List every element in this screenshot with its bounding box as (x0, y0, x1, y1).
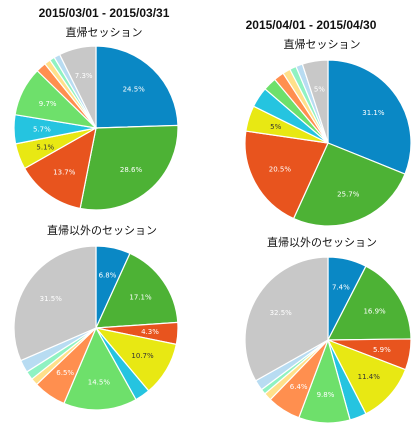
slice-label: 5% (270, 123, 281, 131)
slice-label: 6.4% (290, 383, 308, 391)
pie-chart-1: 直帰セッション 24.5% 28.6% 13.7% 5.1% 5.7% 9.7% 7.3% (13, 25, 179, 211)
pie-slice (95, 252, 179, 329)
slice-label: 16.9% (363, 308, 386, 316)
pie-slice (244, 256, 329, 382)
pie-chart-2: 直帰セッション 31.1% 25.7% 20.5% 5% 5% (244, 37, 412, 227)
pie-slice (327, 265, 412, 341)
pie-title: 直帰セッション (66, 25, 143, 39)
pie-slice (23, 126, 97, 210)
pie-slice (79, 124, 179, 211)
slice-label: 28.6% (120, 166, 143, 174)
pie-chart-4: 直帰以外のセッション 7.4% 16.9% 5.9% 11.4% 9.8% 6.4% 32.5… (244, 235, 412, 424)
pie-slice (95, 45, 179, 129)
slice-label: 7.4% (332, 283, 350, 291)
slice-label: 32.5% (270, 309, 293, 317)
slice-label: 24.5% (123, 86, 146, 94)
right-period-header: 2015/04/01 - 2015/04/30 (245, 18, 377, 32)
slice-label: 10.7% (131, 352, 154, 360)
pie-slice (244, 130, 329, 220)
pie-slice (292, 142, 406, 227)
slice-label: 5.1% (36, 143, 54, 151)
pie-slice (63, 326, 137, 411)
slice-label: 25.7% (337, 190, 360, 198)
slice-label: 31.1% (362, 109, 385, 117)
slice-label: 6.5% (56, 369, 74, 377)
slice-label: 9.7% (39, 100, 57, 108)
pie-slice (58, 45, 97, 129)
left-period-header: 2015/03/01 - 2015/03/31 (38, 6, 170, 20)
pie-slice (301, 59, 329, 144)
slice-label: 14.5% (88, 379, 111, 387)
slice-label: 5.7% (33, 125, 51, 133)
slice-label: 13.7% (53, 168, 76, 176)
pie-title: 直帰以外のセッション (267, 235, 377, 249)
slice-label: 6.8% (99, 272, 117, 280)
pie-title: 直帰以外のセッション (47, 223, 157, 237)
slice-label: 31.5% (40, 295, 63, 303)
slice-label: 7.3% (75, 72, 93, 80)
pie-title: 直帰セッション (284, 37, 361, 51)
slice-label: 11.4% (358, 373, 381, 381)
slice-label: 17.1% (129, 294, 152, 302)
slice-label: 5% (314, 85, 325, 93)
pie-chart-3: 直帰以外のセッション 6.8% 17.1% 4.3% 10.7% 14.5% 6.5% 31.… (13, 223, 179, 411)
pie-slice (327, 59, 412, 175)
slice-label: 20.5% (269, 166, 292, 174)
slice-label: 9.8% (317, 391, 335, 399)
slice-label: 5.9% (373, 346, 391, 354)
slice-label: 4.3% (141, 328, 159, 336)
pie-slice (13, 245, 97, 362)
